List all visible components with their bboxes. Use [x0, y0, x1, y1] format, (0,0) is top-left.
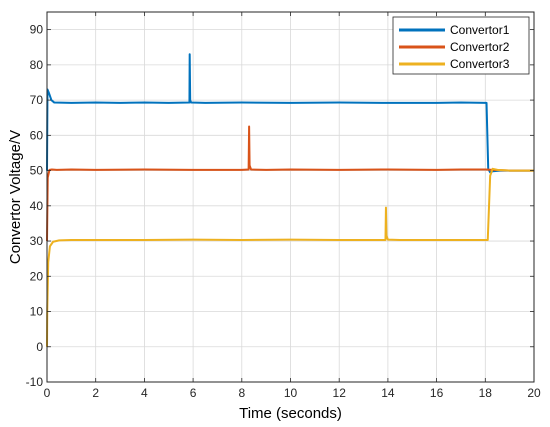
x-tick-label: 4: [141, 386, 148, 400]
series-lines: [46, 53, 534, 347]
y-tick-label: 20: [30, 269, 44, 283]
y-tick-label: 30: [30, 234, 44, 248]
y-axis-label: Convertor Voltage/V: [7, 130, 24, 264]
y-tick-label: -10: [26, 375, 44, 389]
y-tick-label: 90: [30, 23, 44, 37]
legend-label-convertor1: Convertor1: [450, 23, 510, 37]
x-tick-label: 14: [381, 386, 395, 400]
y-tick-label: 60: [30, 128, 44, 142]
series-line-convertor3: [46, 167, 534, 347]
x-tick-label: 18: [479, 386, 493, 400]
y-tick-label: 0: [36, 340, 43, 354]
x-tick-label: 20: [527, 386, 541, 400]
legend: Convertor1 Convertor2 Convertor3: [392, 16, 530, 75]
series-line-convertor2: [46, 125, 534, 242]
y-tick-label: 80: [30, 58, 44, 72]
x-tick-label: 0: [44, 386, 51, 400]
x-tick-label: 10: [284, 386, 298, 400]
y-tick-label: 70: [30, 93, 44, 107]
x-tick-label: 8: [238, 386, 245, 400]
x-tick-label: 2: [92, 386, 99, 400]
x-tick-label: 12: [333, 386, 347, 400]
x-axis-label: Time (seconds): [239, 405, 342, 422]
x-tick-label: 6: [190, 386, 197, 400]
legend-label-convertor2: Convertor2: [450, 40, 510, 54]
y-tick-label: 50: [30, 164, 44, 178]
y-tick-label: 40: [30, 199, 44, 213]
x-tick-label: 16: [430, 386, 444, 400]
legend-label-convertor3: Convertor3: [450, 57, 510, 71]
y-tick-label: 10: [30, 305, 44, 319]
